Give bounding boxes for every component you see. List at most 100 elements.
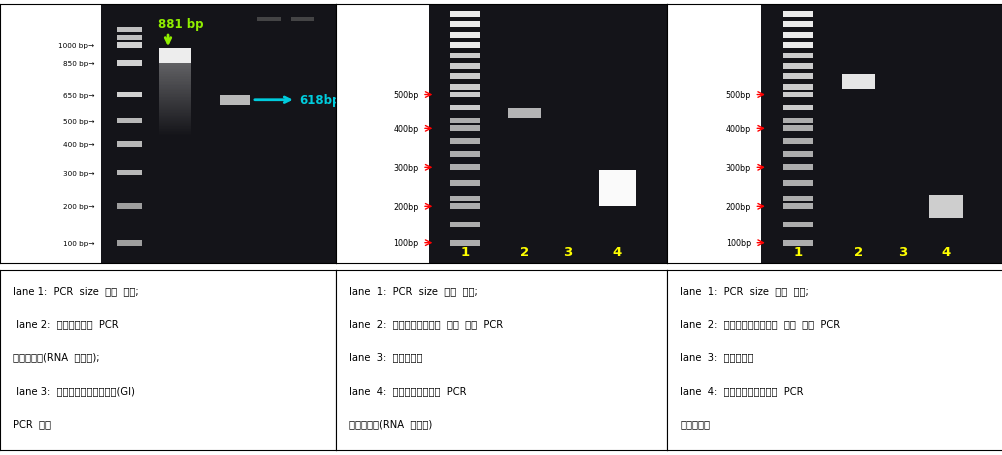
Bar [783,165,813,171]
Text: 300bp: 300bp [725,163,750,172]
Bar [291,18,314,22]
Bar [450,64,480,70]
Bar [450,54,480,59]
Bar [158,49,190,64]
Text: 1000 bp→: 1000 bp→ [58,43,94,49]
Bar [783,33,813,39]
Bar [783,64,813,70]
Bar [783,126,813,132]
Text: lane  2:  장관아데노바이러스  실제  시료  PCR: lane 2: 장관아데노바이러스 실제 시료 PCR [679,318,840,329]
Text: 400bp: 400bp [393,125,419,133]
Text: 4: 4 [940,246,950,259]
Bar [783,22,813,28]
Bar [783,118,813,124]
Bar [450,118,480,124]
Bar [783,106,813,111]
Text: 1: 1 [460,246,469,259]
Bar [783,74,813,80]
Text: 850 bp→: 850 bp→ [62,61,94,67]
Bar [450,33,480,39]
Text: 200 bp→: 200 bp→ [62,204,94,210]
Bar [783,85,813,91]
Bar [116,142,142,147]
Bar [783,152,813,158]
Text: 3: 3 [562,246,572,259]
Bar [116,36,142,40]
Bar [783,92,813,98]
Bar [783,139,813,145]
Text: 618bp: 618bp [299,94,340,107]
Bar [450,92,480,98]
Bar [783,43,813,49]
Bar [783,12,813,18]
Bar [450,165,480,171]
Text: lane  2:  아스트로바이러스  실제  시료  PCR: lane 2: 아스트로바이러스 실제 시료 PCR [349,318,503,329]
Bar [450,74,480,80]
Text: lane 1:  PCR  size  표지  마콴;: lane 1: PCR size 표지 마콴; [13,285,139,295]
Bar [508,109,541,118]
Bar [219,96,250,106]
Text: 881 bp: 881 bp [157,17,203,30]
Bar [116,92,142,98]
Bar [116,118,142,124]
Bar [783,196,813,202]
Text: lane  4:  장관아데노바이러스  PCR: lane 4: 장관아데노바이러스 PCR [679,385,804,395]
Text: 100bp: 100bp [725,239,750,248]
Bar [116,43,142,49]
Text: lane  4:  아스트로바이러스  PCR: lane 4: 아스트로바이러스 PCR [349,385,466,395]
Text: 양성대조군: 양성대조군 [679,418,709,428]
Text: 500bp: 500bp [724,91,750,100]
Bar [450,222,480,228]
Text: 100 bp→: 100 bp→ [62,240,94,246]
Bar [116,170,142,176]
Text: 300bp: 300bp [393,163,419,172]
Text: 3: 3 [897,246,906,259]
Bar [450,139,480,145]
Bar [116,204,142,210]
Text: 500 bp→: 500 bp→ [62,118,94,124]
Bar [450,126,480,132]
Text: 300 bp→: 300 bp→ [62,170,94,176]
Text: 500bp: 500bp [393,91,419,100]
Bar [450,12,480,18]
Bar [598,171,635,207]
Bar [783,240,813,246]
Bar [116,28,142,33]
Bar [450,181,480,187]
Bar [257,18,281,22]
Bar [783,204,813,210]
Text: lane  1:  PCR  size  표지  마콴;: lane 1: PCR size 표지 마콴; [679,285,809,295]
Text: lane  3:  음성대조군: lane 3: 음성대조군 [679,352,754,362]
Text: lane  3:  음성대조군: lane 3: 음성대조군 [349,352,422,362]
Bar [783,54,813,59]
Text: 200bp: 200bp [724,202,750,211]
Bar [450,152,480,158]
Text: 650 bp→: 650 bp→ [62,92,94,98]
Bar [783,181,813,187]
Text: 100bp: 100bp [393,239,419,248]
Text: 2: 2 [520,246,529,259]
Text: 1: 1 [793,246,802,259]
Text: 4: 4 [612,246,621,259]
Bar [116,240,142,246]
Text: lane 2:  로타바이러스  PCR: lane 2: 로타바이러스 PCR [13,318,119,329]
Text: 200bp: 200bp [393,202,419,211]
Bar [450,106,480,111]
Text: PCR  밴드: PCR 밴드 [13,418,51,428]
Bar [928,195,962,218]
Bar [841,75,875,90]
Text: 양성대조군(RNA  전사체): 양성대조군(RNA 전사체) [349,418,432,428]
Text: 양성대조군(RNA  전사체);: 양성대조군(RNA 전사체); [13,352,100,362]
Bar [450,204,480,210]
Bar [450,196,480,202]
Bar [450,43,480,49]
Text: lane 3:  로타바이러스실제시료(GI): lane 3: 로타바이러스실제시료(GI) [13,385,135,395]
Bar [450,240,480,246]
Bar [116,61,142,67]
Text: 400 bp→: 400 bp→ [62,142,94,147]
Text: 400bp: 400bp [725,125,750,133]
Bar [783,222,813,228]
Text: 2: 2 [853,246,862,259]
Bar [450,22,480,28]
Text: lane  1:  PCR  size  표지  마콴;: lane 1: PCR size 표지 마콴; [349,285,478,295]
